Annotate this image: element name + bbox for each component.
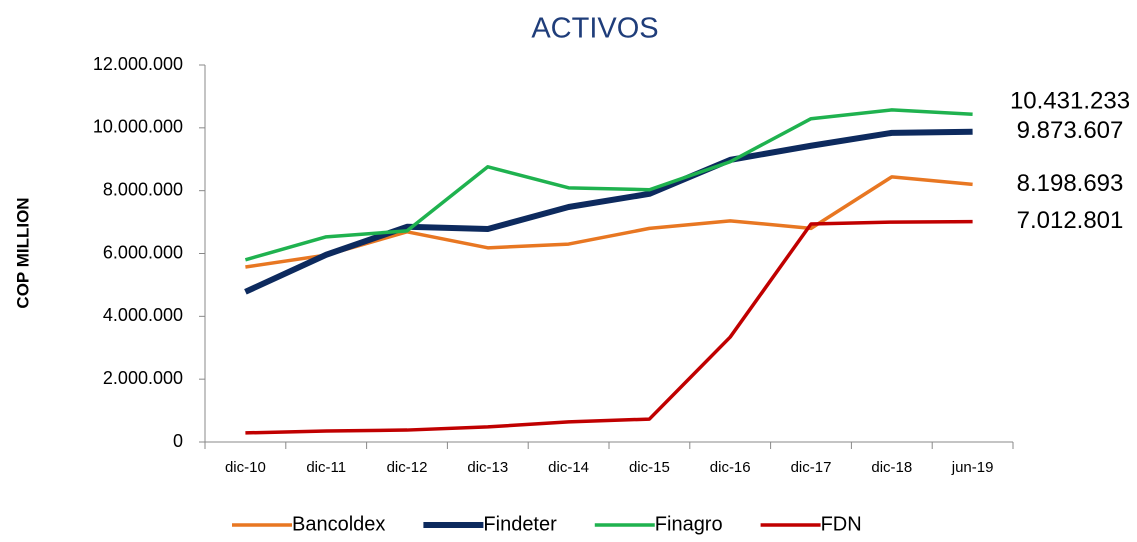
legend-label: Bancoldex [292,513,385,535]
series-line [245,219,973,435]
series-line [244,128,973,295]
legend-label: Finagro [655,513,723,535]
y-tick-label: 0 [173,431,183,451]
x-tick-label: dic-18 [871,459,912,476]
chart-title: ACTIVOS [531,13,658,45]
value-label: 7.012.801 [1017,207,1124,234]
x-tick-label: dic-16 [710,459,751,476]
value-label: 9.873.607 [1017,117,1124,144]
y-tick-label: 8.000.000 [103,179,183,199]
x-tick-label: dic-12 [387,459,428,476]
y-axis-label: COP MILLION [13,197,32,308]
x-tick-label: dic-17 [791,459,832,476]
x-tick-label: dic-11 [306,459,346,476]
series-line [244,108,973,262]
x-tick-label: jun-19 [951,459,994,476]
y-tick-label: 12.000.000 [93,54,183,74]
y-tick-label: 6.000.000 [103,242,183,262]
x-tick-label: dic-13 [467,459,508,476]
legend-label: FDN [821,513,862,535]
value-label: 8.198.693 [1017,170,1124,197]
y-tick-label: 2.000.000 [103,368,183,388]
value-label: 10.431.233 [1010,88,1130,115]
y-tick-label: 10.000.000 [93,117,183,137]
x-tick-label: dic-14 [548,459,589,476]
x-tick-label: dic-15 [629,459,670,476]
x-tick-label: dic-10 [225,459,266,476]
legend-label: Findeter [483,513,557,535]
y-tick-label: 4.000.000 [103,305,183,325]
